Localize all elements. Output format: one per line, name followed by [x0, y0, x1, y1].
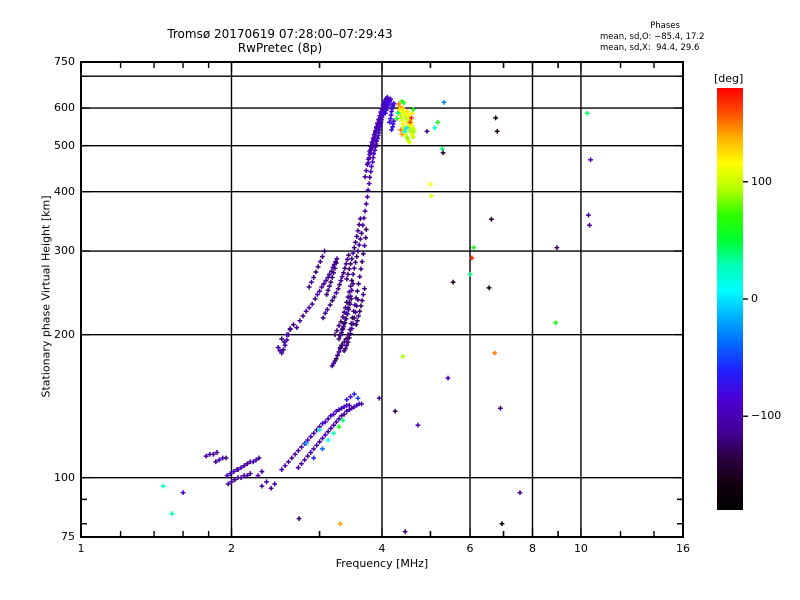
- y-tick-label: 300: [54, 244, 75, 258]
- plot-title-line1: Tromsø 20170619 07:28:00–07:29:43: [167, 27, 393, 41]
- plot-title-line2: RwPretec (8p): [237, 41, 323, 55]
- data-points: [160, 94, 593, 534]
- x-tick-label: 6: [466, 542, 474, 555]
- x-tick-label: 8: [529, 542, 536, 555]
- phase-box-o-line: mean, sd,O: −85.4, 17.2: [600, 32, 705, 42]
- x-tick-label: 2: [228, 542, 235, 555]
- axis-ticks: [80, 61, 684, 538]
- x-tick-label: 10: [573, 542, 588, 555]
- x-tick-label: 1: [77, 542, 85, 555]
- colorbar-gradient: [717, 88, 743, 510]
- y-tick-label: 600: [54, 101, 75, 115]
- colorbar-tick-label: 100: [751, 174, 772, 188]
- phase-box-x-line: mean, sd,X: 94.4, 29.6: [600, 43, 700, 53]
- y-tick-label: 75: [61, 530, 75, 543]
- colorbar-tick-label: 0: [751, 292, 758, 305]
- colorbar-tick-label: −100: [751, 409, 782, 423]
- colorbar-unit-label: [deg]: [714, 72, 744, 85]
- x-tick-label: 4: [378, 542, 386, 555]
- y-tick-label: 750: [54, 55, 75, 68]
- colorbar-ticks: [743, 181, 748, 417]
- grid-lines: [81, 62, 683, 537]
- phase-box-header: Phases: [650, 21, 680, 31]
- x-axis-label: Frequency [MHz]: [335, 557, 429, 570]
- y-tick-label: 500: [54, 138, 75, 152]
- y-tick-label: 200: [54, 327, 75, 341]
- y-tick-label: 100: [54, 470, 75, 484]
- x-tick-label: 16: [676, 542, 690, 555]
- y-tick-label: 400: [54, 184, 75, 198]
